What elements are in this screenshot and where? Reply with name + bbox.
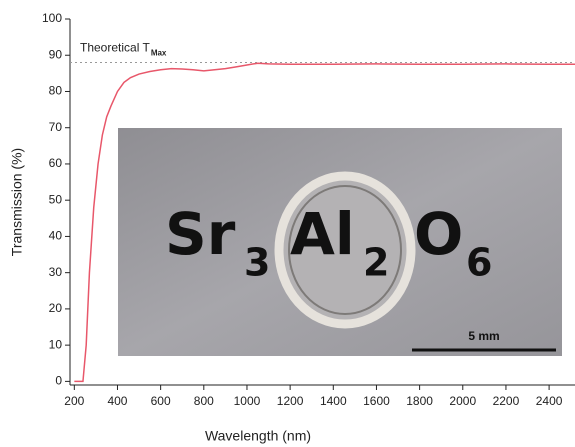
y-tick-label: 100	[42, 11, 62, 25]
x-tick-label: 1600	[363, 394, 390, 408]
x-axis-label: Wavelength (nm)	[205, 428, 311, 444]
y-tick-label: 70	[49, 120, 63, 134]
y-tick-label: 30	[49, 265, 63, 279]
y-tick-label: 80	[49, 84, 63, 98]
y-axis-label: Transmission (%)	[9, 148, 25, 256]
x-tick-label: 2200	[493, 394, 520, 408]
inset-label: 6	[466, 241, 492, 285]
inset-photo: Sr 3 Al 2 O 6 5 mm	[118, 128, 562, 356]
y-tick-label: 50	[49, 192, 63, 206]
y-tick-label: 90	[49, 47, 63, 61]
y-tick-label: 10	[49, 337, 63, 351]
y-tick-label: 20	[49, 301, 63, 315]
x-tick-label: 2000	[449, 394, 476, 408]
inset-label: 2	[363, 241, 389, 285]
inset-label: 3	[244, 241, 270, 285]
y-tick-label: 40	[49, 229, 63, 243]
x-tick-label: 400	[107, 394, 127, 408]
inset-label: Sr	[165, 200, 236, 268]
x-tick-label: 1400	[320, 394, 347, 408]
scale-bar-label: 5 mm	[468, 329, 499, 343]
inset-label: O	[414, 200, 463, 268]
x-tick-label: 200	[64, 394, 84, 408]
inset-label: Al	[290, 200, 355, 268]
chart: Sr 3 Al 2 O 6 5 mm Wavelength (nm) Trans…	[0, 0, 575, 447]
reference-label: Theoretical T	[80, 41, 150, 55]
y-tick-label: 0	[55, 374, 62, 388]
x-tick-label: 800	[194, 394, 214, 408]
x-tick-label: 1200	[277, 394, 304, 408]
x-tick-label: 2400	[536, 394, 563, 408]
x-tick-label: 600	[151, 394, 171, 408]
x-tick-label: 1800	[406, 394, 433, 408]
x-tick-label: 1000	[234, 394, 261, 408]
reference-subscript: Max	[151, 49, 167, 58]
y-tick-label: 60	[49, 156, 63, 170]
